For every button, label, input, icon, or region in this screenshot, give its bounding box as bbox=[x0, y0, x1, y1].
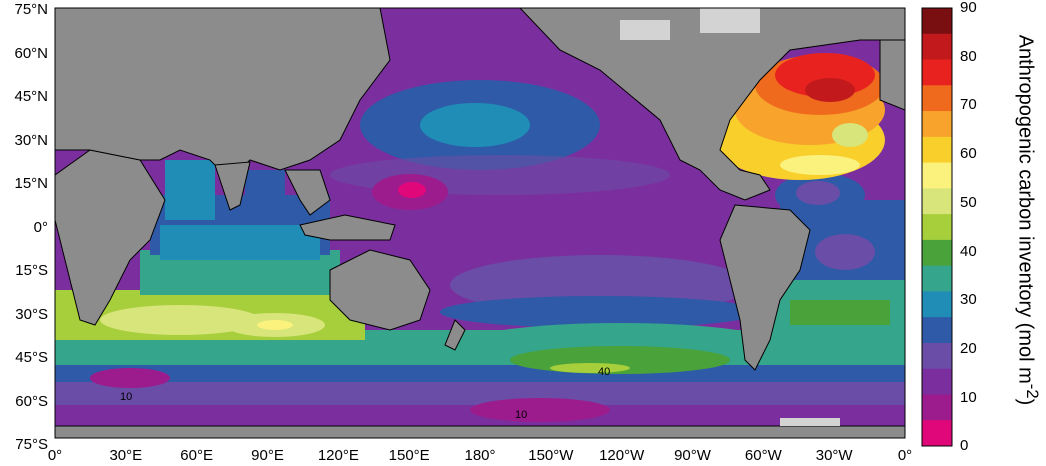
latitude-label: 30°N bbox=[14, 131, 48, 149]
colorbar-segment bbox=[922, 59, 952, 86]
colorbar-tick-label: 0 bbox=[960, 437, 969, 455]
colorbar-segment bbox=[922, 368, 952, 395]
colorbar-tick-label: 20 bbox=[960, 339, 977, 357]
colorbar-segment bbox=[922, 342, 952, 370]
europe-land bbox=[879, 39, 905, 111]
tropical-atlantic-violet bbox=[815, 234, 875, 270]
latitude-label: 0° bbox=[33, 218, 48, 236]
longitude-label: 150°E bbox=[388, 447, 430, 464]
indonesia-land bbox=[299, 214, 396, 241]
indian-ocean-light-yellow bbox=[257, 320, 293, 330]
south-atlantic-green bbox=[790, 300, 890, 325]
longitude-label: 90°W bbox=[674, 447, 711, 464]
longitude-label: 120°E bbox=[317, 447, 359, 464]
colorbar-tick-label: 40 bbox=[960, 242, 977, 260]
colorbar-segment bbox=[922, 317, 952, 344]
longitude-label: 0° bbox=[47, 447, 63, 464]
colorbar-segment bbox=[922, 394, 952, 421]
latitude-label: 30°S bbox=[15, 305, 48, 323]
contour-label-10-b: 10 bbox=[515, 409, 527, 421]
longitude-label: 30°W bbox=[815, 447, 853, 464]
latitude-label: 75°S bbox=[15, 436, 48, 453]
latitude-label: 75°N bbox=[14, 1, 48, 18]
colorbar-tick-label: 10 bbox=[960, 388, 977, 406]
latitude-label: 45°S bbox=[15, 349, 48, 366]
longitude-label: 60°W bbox=[744, 447, 782, 464]
colorbar-tick-label: 30 bbox=[960, 291, 977, 309]
contour-label-10-a: 10 bbox=[120, 391, 132, 403]
southern-ocean-band-violet bbox=[55, 382, 905, 407]
colorbar-segment bbox=[922, 8, 952, 35]
southeast-asia-land bbox=[284, 169, 331, 216]
sea-ice bbox=[620, 8, 840, 426]
indian-ocean-yellow-green bbox=[100, 305, 260, 335]
india-land bbox=[214, 161, 251, 211]
land bbox=[55, 8, 905, 438]
antarctica-land bbox=[55, 425, 905, 438]
longitude-label: 0° bbox=[897, 447, 913, 464]
colorbar-tick-label: 70 bbox=[960, 96, 977, 114]
colorbar-segment bbox=[922, 162, 952, 189]
indian-ocean-cyan bbox=[160, 225, 320, 260]
north-america-land bbox=[519, 8, 905, 201]
colorbar-tick-label: 90 bbox=[960, 0, 977, 16]
colorbar-segment bbox=[922, 291, 952, 318]
longitude-label: 180° bbox=[464, 447, 496, 464]
colorbar-border bbox=[921, 7, 953, 447]
colorbar-title-close: ) bbox=[1014, 398, 1037, 406]
map-border bbox=[54, 7, 906, 439]
colorbar-title-main: Anthropogenic carbon inventory (mol m bbox=[1014, 34, 1037, 384]
subtropical-atlantic-violet bbox=[796, 181, 840, 205]
colorbar-segment bbox=[922, 239, 952, 267]
southern-ocean-magenta-patch bbox=[470, 398, 610, 422]
west-pacific-pink bbox=[398, 182, 426, 198]
new-zealand-land bbox=[444, 319, 466, 351]
longitude-label: 60°E bbox=[180, 447, 213, 464]
north-atlantic-pale-yellow bbox=[780, 155, 860, 175]
contour-label-40: 40 bbox=[598, 366, 610, 378]
north-pacific-cyan bbox=[420, 103, 530, 147]
colorbar-segment bbox=[922, 214, 952, 241]
hudson-ice bbox=[620, 20, 670, 40]
longitude-label: 120°W bbox=[599, 447, 645, 464]
colorbar-segment bbox=[922, 265, 952, 292]
longitude-label: 90°E bbox=[251, 447, 284, 464]
colorbar bbox=[922, 8, 952, 447]
latitude-label: 60°S bbox=[15, 392, 48, 410]
north-atlantic-light-green bbox=[832, 123, 868, 147]
latitude-label: 60°N bbox=[14, 44, 48, 62]
arabian-sea bbox=[165, 160, 215, 220]
longitude-label: 150°W bbox=[528, 447, 574, 464]
longitude-label: 30°E bbox=[109, 447, 143, 464]
colorbar-tick-label: 80 bbox=[960, 47, 977, 65]
south-america-land bbox=[719, 204, 811, 371]
australia-land bbox=[329, 249, 431, 331]
colorbar-title-superscript: -2 bbox=[1023, 383, 1042, 399]
south-pacific-blue bbox=[440, 296, 760, 328]
arctic-ice bbox=[700, 8, 760, 33]
latitude-label: 45°N bbox=[14, 88, 48, 105]
north-atlantic-crimson bbox=[805, 78, 855, 102]
latitude-label: 15°N bbox=[14, 175, 48, 192]
southern-ocean-magenta-patch-2 bbox=[90, 368, 170, 388]
bay-of-bengal bbox=[245, 170, 285, 225]
colorbar-segment bbox=[922, 420, 952, 447]
colorbar-segment bbox=[922, 136, 952, 164]
colorbar-segment bbox=[922, 111, 952, 138]
south-pacific-yellow-green bbox=[550, 363, 630, 373]
colorbar-title: Anthropogenic carbon inventory (mol m-2) bbox=[1014, 0, 1044, 450]
weddell-ice bbox=[780, 418, 840, 426]
colorbar-tick-label: 50 bbox=[960, 193, 977, 211]
colorbar-segment bbox=[922, 33, 952, 61]
colorbar-segment bbox=[922, 85, 952, 112]
colorbar-tick-label: 60 bbox=[960, 145, 977, 163]
colorbar-segment bbox=[922, 188, 952, 215]
latitude-label: 15°S bbox=[15, 262, 48, 279]
